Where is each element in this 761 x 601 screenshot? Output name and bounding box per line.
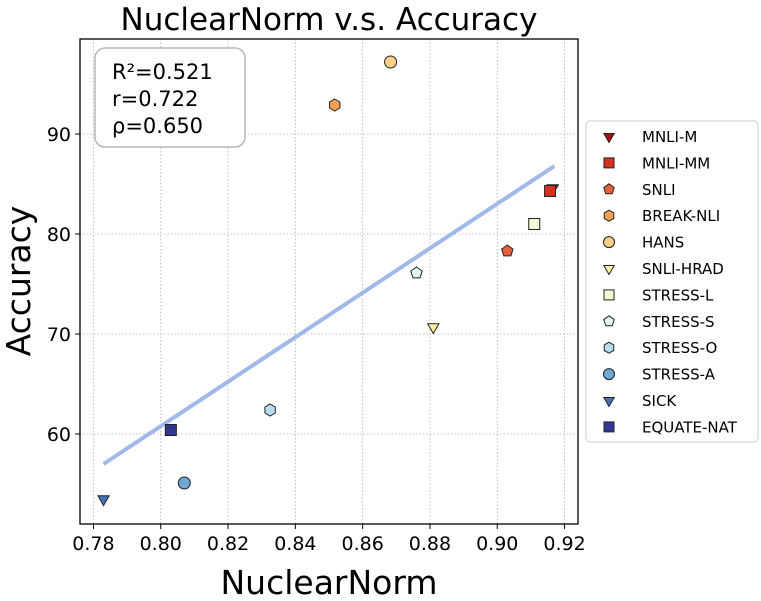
x-axis-label: NuclearNorm [220,563,437,601]
legend-frame [585,120,759,443]
plot-frame [79,38,579,525]
legend-label-hans: HANS [642,234,684,252]
x-tick-label: 0.82 [207,533,249,555]
x-tick-label: 0.86 [341,533,383,555]
x-tick-label: 0.90 [476,533,518,555]
y-tick-label: 60 [47,424,71,446]
legend-label-break-nli: BREAK-NLI [642,207,720,225]
data-point-equate-nat [164,424,177,436]
fit-line-group [102,164,556,466]
stat-r-squared: R²=0.521 [112,60,213,84]
legend-marker-sick [602,397,616,408]
x-tick-label: 0.88 [409,533,451,555]
data-point-mnli-mm [544,185,557,197]
y-tick-label: 80 [47,224,71,246]
chart-title: NuclearNorm v.s. Accuracy [121,2,538,38]
legend-label-stress-a: STRESS-A [642,366,716,384]
legend-label-snli-hrad: SNLI-HRAD [642,260,724,278]
x-tick-label: 0.78 [72,533,114,555]
legend-label-snli: SNLI [642,181,676,199]
data-point-hans [384,55,398,69]
data-point-stress-l [528,218,541,230]
legend-marker-stress-a [603,368,615,381]
data-point-stress-o [264,403,276,417]
data-point-snli [501,244,514,257]
legend-label-equate-nat: EQUATE-NAT [642,418,738,436]
legend-label-mnli-mm: MNLI-MM [642,154,710,172]
stats-box-frame [94,47,246,148]
stat-spearman-rho: ρ=0.650 [112,114,203,138]
legend-label-sick: SICK [642,392,677,410]
data-point-sick [97,495,111,507]
stat-pearson-r: r=0.722 [112,87,198,111]
legend-marker-break-nli [603,209,615,222]
legend-marker-hans [603,236,615,249]
legend-label-stress-o: STRESS-O [642,339,717,357]
legend-marker-stress-o [603,341,615,354]
stats-box: R²=0.521 r=0.722 ρ=0.650 [94,47,246,148]
legend-marker-mnli-mm [603,157,615,169]
y-tick-label: 90 [47,124,71,146]
legend-label-stress-l: STRESS-L [642,286,714,304]
y-axis-ticks: 60 70 80 90 [47,124,80,446]
data-point-stress-a [177,476,191,490]
legend-marker-snli-hrad [602,265,616,276]
data-point-stress-s [410,266,423,279]
data-point-snli-hrad [426,323,440,335]
data-point-break-nli [329,98,341,112]
grid [80,39,578,524]
x-tick-label: 0.84 [274,533,316,555]
legend-marker-stress-l [603,289,615,301]
legend-marker-snli [603,183,615,195]
legend-marker-equate-nat [603,421,615,433]
legend-label-mnli-m: MNLI-M [642,128,697,146]
legend-label-stress-s: STRESS-S [642,313,715,331]
x-tick-label: 0.92 [543,533,585,555]
y-axis-label: Accuracy [0,206,38,357]
legend: MNLI-M MNLI-MM SNLI BREAK-NLI HANS SNLI-HRAD S… [585,120,759,443]
regression-line [102,164,556,466]
x-tick-label: 0.80 [140,533,182,555]
data-points [97,55,560,507]
legend-marker-stress-s [603,315,615,327]
x-axis-ticks: 0.78 0.80 0.82 0.84 0.86 0.88 0.90 0.92 [72,524,586,555]
y-tick-label: 70 [47,324,71,346]
legend-marker-mnli-m [602,133,616,144]
